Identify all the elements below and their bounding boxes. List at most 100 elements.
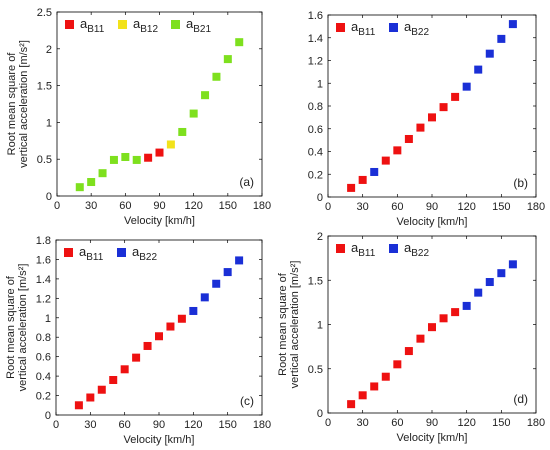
y-axis-label-line2: vertical acceleration [m/s²] xyxy=(18,40,30,168)
legend-label: aB11 xyxy=(351,19,376,38)
x-tick-label: 180 xyxy=(527,201,545,213)
data-point-aB22 xyxy=(497,34,506,43)
legend: aB11 aB22 xyxy=(64,244,157,263)
legend-label-subscript: B22 xyxy=(411,27,429,38)
panel-label: (d) xyxy=(513,392,528,406)
legend-label: aB22 xyxy=(132,244,157,263)
data-point-aB11 xyxy=(74,401,83,410)
legend-swatch xyxy=(389,23,398,32)
data-point-aB11 xyxy=(451,92,460,101)
data-point-aB11 xyxy=(143,341,152,350)
y-tick-label: 1.4 xyxy=(36,274,51,286)
data-point-aB11 xyxy=(347,400,356,409)
y-tick-label: 0.4 xyxy=(308,147,323,159)
data-point-aB11 xyxy=(358,391,367,400)
chart-panel-d: 0 30 60 90 120 150 180 0 0.5 1 1.5 2 Velocity [km/h]… xyxy=(277,231,545,444)
y-tick-label: 0.6 xyxy=(308,124,323,136)
x-tick-label: 0 xyxy=(54,200,60,212)
data-point-aB11 xyxy=(370,382,379,391)
legend-label: aB11 xyxy=(351,240,376,259)
data-point-aB21 xyxy=(109,155,118,164)
data-point-aB11 xyxy=(393,360,402,369)
y-tick-label: 0.4 xyxy=(36,371,51,383)
data-point-aB22 xyxy=(370,167,379,176)
legend-label: aB12 xyxy=(133,16,158,35)
legend-swatch xyxy=(389,244,398,253)
legend-swatch xyxy=(117,248,126,257)
data-point-aB11 xyxy=(404,347,413,356)
x-axis-label: Velocity [km/h] xyxy=(124,215,195,227)
x-tick-label: 90 xyxy=(153,419,165,431)
legend-label-subscript: B11 xyxy=(87,24,104,35)
x-tick-label: 180 xyxy=(527,417,545,429)
x-axis-label: Velocity [km/h] xyxy=(397,432,468,444)
y-tick-label: 0 xyxy=(46,191,52,203)
data-point-aB12 xyxy=(166,140,175,149)
data-point-aB22 xyxy=(485,278,494,287)
x-tick-label: 120 xyxy=(184,419,202,431)
y-tick-label: 1 xyxy=(317,320,323,332)
data-point-aB21 xyxy=(189,109,198,118)
panel-label: (a) xyxy=(239,175,254,189)
y-axis-label-line2: vertical acceleration [m/s²] xyxy=(17,264,29,392)
data-point-aB11 xyxy=(451,308,460,317)
x-tick-label: 0 xyxy=(53,419,59,431)
legend-swatch xyxy=(65,20,74,29)
y-tick-label: 0 xyxy=(45,410,51,422)
data-point-aB21 xyxy=(87,178,96,187)
y-tick-label: 1.2 xyxy=(308,56,323,68)
data-point-aB11 xyxy=(358,175,367,184)
x-tick-label: 60 xyxy=(119,200,131,212)
x-tick-label: 180 xyxy=(253,419,271,431)
y-tick-label: 1 xyxy=(45,313,51,325)
x-tick-label: 150 xyxy=(492,201,510,213)
y-axis-label-line1: Root mean square of xyxy=(5,275,17,379)
data-point-aB22 xyxy=(200,293,209,302)
x-axis-label: Velocity [km/h] xyxy=(124,434,195,446)
legend-swatch xyxy=(118,20,127,29)
data-point-aB22 xyxy=(497,269,506,278)
x-tick-label: 150 xyxy=(492,417,510,429)
legend-label-subscript: B11 xyxy=(86,252,103,263)
legend-label: aB22 xyxy=(404,240,429,259)
legend-label: aB21 xyxy=(186,16,211,35)
data-point-aB21 xyxy=(212,72,221,81)
y-tick-label: 1.5 xyxy=(308,275,323,287)
chart-panel-c: 0 30 60 90 120 150 180 0 0.2 0.4 0.6 0.8 1 1.2 1.4 1.6 1… xyxy=(5,235,271,446)
y-tick-label: 0.5 xyxy=(308,364,323,376)
x-tick-label: 120 xyxy=(184,200,202,212)
x-tick-label: 90 xyxy=(426,417,438,429)
legend-label: aB11 xyxy=(79,244,104,263)
legend-swatch xyxy=(171,20,180,29)
data-point-aB21 xyxy=(75,183,84,192)
y-tick-label: 2 xyxy=(317,231,323,243)
data-point-aB11 xyxy=(416,123,425,132)
y-tick-label: 1.8 xyxy=(36,235,51,247)
data-point-aB11 xyxy=(109,376,118,384)
legend-swatch xyxy=(336,244,345,253)
x-tick-label: 60 xyxy=(119,419,131,431)
data-point-aB22 xyxy=(212,279,221,288)
panel-label: (b) xyxy=(513,176,528,190)
legend-label-subscript: B21 xyxy=(193,24,211,35)
data-point-aB22 xyxy=(508,260,517,269)
x-tick-label: 180 xyxy=(253,200,271,212)
data-point-aB11 xyxy=(177,314,186,323)
data-point-aB22 xyxy=(189,306,198,315)
y-tick-label: 0 xyxy=(317,408,323,420)
y-tick-label: 2.5 xyxy=(37,7,52,19)
legend: aB11 aB12 aB21 xyxy=(65,16,211,35)
x-tick-label: 30 xyxy=(85,200,97,212)
data-point-aB11 xyxy=(416,334,425,343)
data-point-aB11 xyxy=(393,146,402,155)
legend: aB11 aB22 xyxy=(336,240,429,259)
y-tick-label: 2 xyxy=(46,44,52,56)
data-point-aB11 xyxy=(381,372,390,381)
y-tick-label: 0 xyxy=(317,192,323,204)
x-tick-label: 0 xyxy=(325,417,331,429)
legend-swatch xyxy=(336,23,345,32)
data-point-aB21 xyxy=(235,38,244,47)
x-tick-label: 120 xyxy=(457,201,475,213)
data-point-aB11 xyxy=(166,322,175,331)
data-point-aB21 xyxy=(132,155,141,164)
